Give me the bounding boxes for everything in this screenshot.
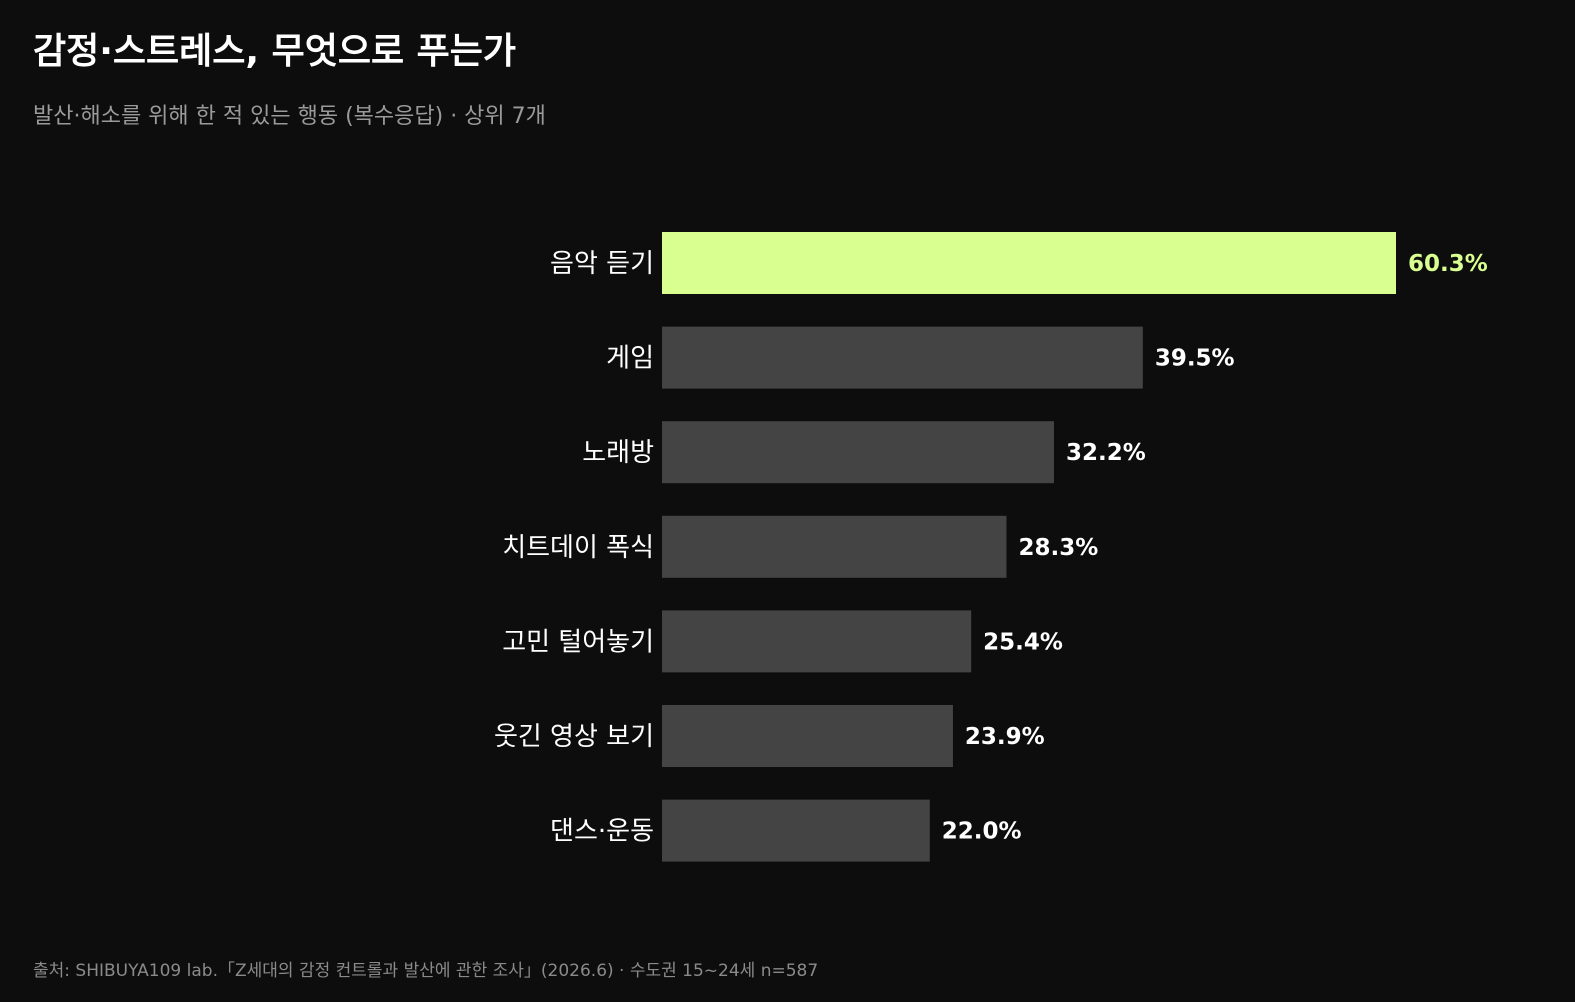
chart-subtitle: 발산·해소를 위해 한 적 있는 행동 (복수응답) · 상위 7개: [33, 104, 546, 129]
value-label-1: 60.3%: [1408, 251, 1488, 277]
value-label-6: 23.9%: [965, 724, 1045, 750]
value-label-4: 28.3%: [1018, 535, 1098, 561]
category-label-2: 게임: [606, 344, 654, 374]
bar-6: [662, 705, 953, 767]
bar-4: [662, 515, 1007, 578]
bar-1: [662, 232, 1396, 294]
source-note: 출처: SHIBUYA109 lab.「Z세대의 감정 컨트롤과 발산에 관한 …: [33, 961, 819, 981]
category-label-7: 댄스·운동: [550, 817, 654, 847]
bar-2: [662, 326, 1143, 389]
bar-7: [662, 799, 930, 862]
value-label-5: 25.4%: [983, 629, 1063, 655]
value-label-3: 32.2%: [1066, 440, 1146, 466]
category-label-3: 노래방: [582, 438, 654, 468]
category-label-4: 치트데이 폭식: [502, 533, 654, 563]
bar-3: [662, 421, 1054, 484]
category-label-1: 음악 듣기: [550, 249, 654, 279]
value-label-7: 22.0%: [942, 819, 1022, 845]
bar-5: [662, 610, 972, 673]
category-label-6: 웃긴 영상 보기: [494, 722, 654, 752]
chart-title: 감정·스트레스, 무엇으로 푸는가: [33, 31, 516, 72]
category-label-5: 고민 털어놓기: [502, 627, 654, 657]
value-label-2: 39.5%: [1155, 346, 1235, 372]
